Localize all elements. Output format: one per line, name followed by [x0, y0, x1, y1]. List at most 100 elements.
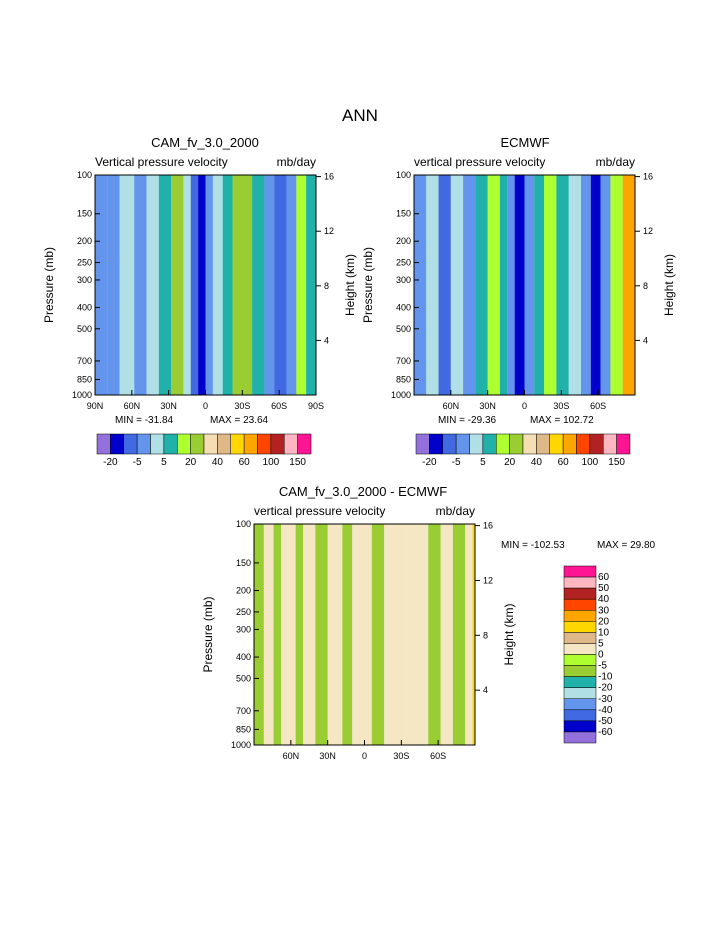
ecmwf-band-5: [475, 175, 488, 395]
ecmwf-band-8: [507, 175, 515, 395]
panel-cam: CAM_fv_3.0_2000 Vertical pressure veloci…: [42, 135, 357, 468]
ecmwf-plot: 100 150 200 250 300 400 500 700 850 1000 16 12 8 4 60N…: [361, 170, 676, 411]
diff-ytick-label-2: 200: [236, 586, 251, 596]
diff-subtitle-left: vertical pressure velocity: [254, 504, 385, 518]
cam-cbar-box-2: [123, 433, 138, 455]
diff-band-18: [465, 524, 473, 745]
diff-cbar-label-12: -40: [598, 705, 613, 716]
ecmwf-band-16: [590, 175, 601, 395]
ecmwf-cbar-box-14: [603, 433, 617, 455]
cam-band-19: [306, 175, 316, 395]
diff-ytick-label-6: 500: [236, 673, 251, 683]
cam-cbar-box-15: [297, 433, 312, 455]
diff-ytick-label-1: 150: [236, 558, 251, 568]
diff-cbar-label-14: -60: [598, 727, 613, 738]
diff-band-15: [428, 524, 441, 745]
ecmwf-subtitle-right: mb/day: [596, 155, 635, 169]
cam-y2tick-label-0: 16: [324, 172, 334, 182]
ecmwf-band-18: [610, 175, 623, 395]
cam-xtick-label-1: 60N: [124, 401, 141, 411]
cam-subtitle-left: Vertical pressure velocity: [95, 155, 228, 169]
cam-cbar-box-6: [177, 433, 191, 455]
cam-ytick-label-4: 300: [77, 275, 92, 285]
cam-cbar-box-5: [163, 433, 178, 455]
cam-cbar-box-8: [203, 433, 218, 455]
ecmwf-cbar-box-12: [576, 433, 591, 455]
cam-cbar-label-7: 150: [289, 457, 306, 468]
ecmwf-ytick-label-7: 700: [396, 356, 411, 366]
diff-cbar-box-11: [563, 687, 597, 699]
cam-band-8: [190, 175, 199, 395]
panel-diff: CAM_fv_3.0_2000 - ECMWF vertical pressur…: [201, 484, 656, 761]
cam-xtick-label-3: 0: [203, 401, 208, 411]
diff-cbar-label-9: -10: [598, 672, 613, 683]
ecmwf-ytick-label-2: 200: [396, 236, 411, 246]
diff-band-1: [263, 524, 274, 745]
ecmwf-band-11: [534, 175, 545, 395]
cam-band-1: [107, 175, 120, 395]
diff-ytick-label-7: 700: [236, 706, 251, 716]
ecmwf-cbar-box-10: [549, 433, 564, 455]
cam-cbar-box-10: [230, 433, 245, 455]
ecmwf-cbar-box-2: [442, 433, 457, 455]
cam-ytick-label-7: 700: [77, 356, 92, 366]
cam-band-9: [198, 175, 206, 395]
cam-cbar-box-7: [190, 433, 205, 455]
cam-cbar-box-1: [110, 433, 124, 455]
diff-cbar-label-5: 10: [598, 627, 610, 638]
page-title: ANN: [342, 106, 378, 125]
cam-cbar-label-2: 5: [161, 457, 167, 468]
diff-cbar-label-1: 50: [598, 583, 610, 594]
diff-cbar-box-3: [563, 598, 597, 611]
ecmwf-band-3: [450, 175, 464, 395]
cam-band-11: [212, 175, 223, 395]
ecmwf-cbar-box-8: [522, 433, 537, 455]
ecmwf-cbar-box-15: [616, 433, 631, 455]
cam-ytick-label-1: 150: [77, 209, 92, 219]
cam-cbar-label-3: 20: [185, 457, 197, 468]
cam-cbar-label-0: -20: [103, 457, 118, 468]
ecmwf-cbar-box-1: [429, 433, 443, 455]
cam-cbar-box-11: [243, 433, 258, 455]
cam-plot: 100 150 200 250 300 400 500 700 850 1000 16 12 8 4 90N…: [42, 170, 357, 411]
ecmwf-xtick-label-3: 30S: [553, 401, 569, 411]
cam-band-3: [134, 175, 147, 395]
cam-max-label: MAX = 23.64: [210, 415, 269, 426]
ecmwf-band-19: [622, 175, 635, 395]
diff-band-13: [401, 524, 414, 745]
diff-cbar-label-13: -50: [598, 716, 613, 727]
diff-cbar-label-3: 30: [598, 605, 610, 616]
diff-title: CAM_fv_3.0_2000 - ECMWF: [279, 484, 447, 499]
cam-y2tick-label-1: 12: [324, 226, 334, 236]
diff-cbar-box-5: [563, 621, 597, 633]
ecmwf-band-4: [463, 175, 476, 395]
diff-y2tick-label-2: 8: [483, 630, 488, 640]
diff-band-4: [295, 524, 304, 745]
ecmwf-cbar-box-13: [589, 433, 604, 455]
diff-cbar-label-11: -30: [598, 694, 613, 705]
cam-cbar-box-13: [270, 433, 285, 455]
cam-band-10: [205, 175, 213, 395]
diff-band-6: [315, 524, 328, 745]
ecmwf-band-12: [544, 175, 557, 395]
cam-band-17: [286, 175, 297, 395]
ecmwf-xtick-label-4: 60S: [590, 401, 606, 411]
diff-band-14: [413, 524, 429, 745]
ecmwf-cbar-box-11: [562, 433, 577, 455]
diff-cbar-box-13: [563, 709, 597, 722]
diff-cbar-box-1: [563, 576, 597, 589]
diff-cbar-box-2: [563, 587, 597, 600]
diff-y2tick-label-1: 12: [483, 575, 493, 585]
ecmwf-band-13: [556, 175, 569, 395]
cam-cbar-box-9: [217, 433, 231, 455]
cam-ytick-label-5: 400: [77, 302, 92, 312]
diff-band-11: [371, 524, 385, 745]
ecmwf-xtick-label-0: 60N: [443, 401, 460, 411]
cam-ytick-label-6: 500: [77, 324, 92, 334]
diff-band-19: [472, 524, 475, 745]
ecmwf-cbar-label-7: 150: [608, 457, 625, 468]
diff-cbar-box-4: [563, 610, 597, 622]
diff-ytick-label-3: 250: [236, 607, 251, 617]
ecmwf-subtitle-left: vertical pressure velocity: [414, 155, 545, 169]
